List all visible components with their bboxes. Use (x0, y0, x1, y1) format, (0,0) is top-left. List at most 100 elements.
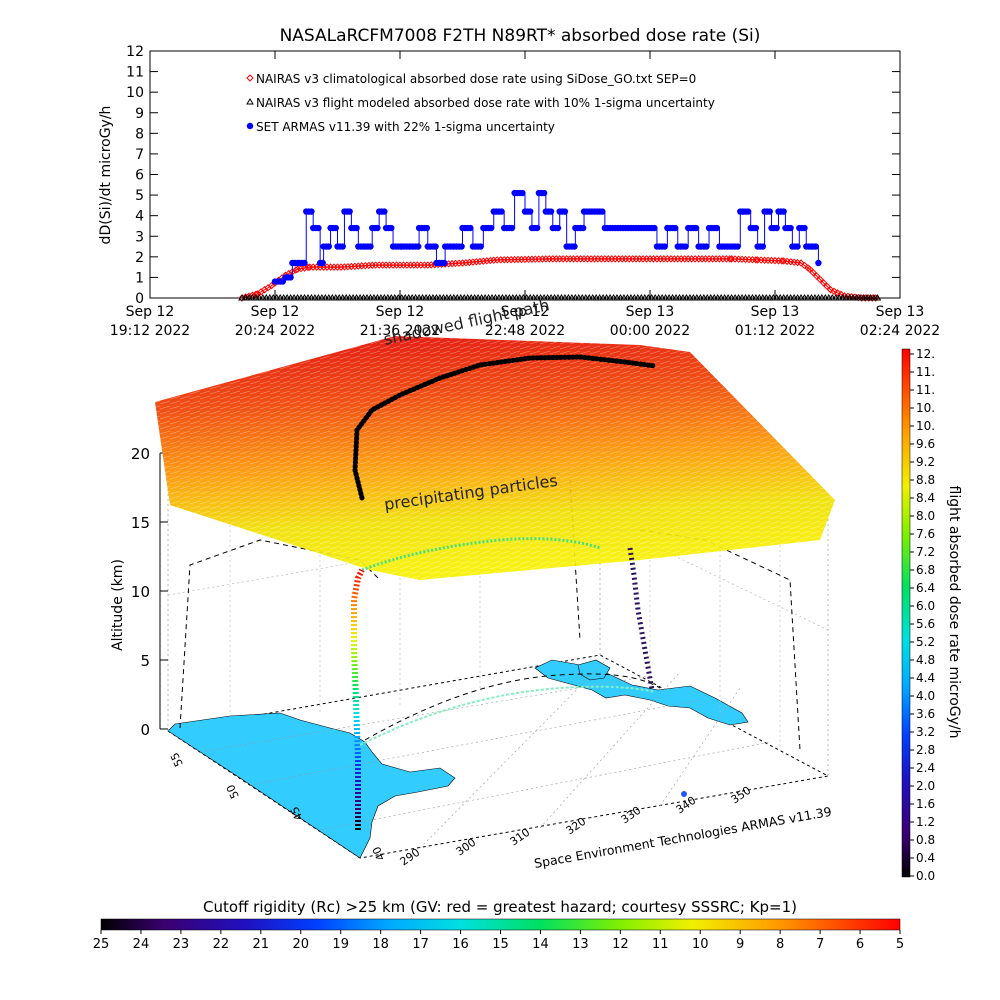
data-point (527, 208, 534, 215)
data-point (319, 259, 326, 267)
colorbar-tick-label: 7 (816, 937, 824, 952)
colorbar-tick-label: 3.2 (916, 725, 935, 739)
colorbar-tick-label: 9 (736, 937, 744, 952)
y-tick-label: 6 (135, 168, 144, 184)
colorbar-tick-label: 21 (253, 937, 270, 952)
data-point (246, 74, 254, 82)
colorbar-tick-label: 22 (213, 937, 230, 952)
data-point (479, 257, 488, 265)
data-point (287, 274, 294, 281)
y-tick-label: 2 (135, 250, 144, 266)
data-point (812, 243, 819, 250)
data-point (325, 243, 333, 250)
data-point (554, 224, 562, 232)
colorbar-tick-label: 4.4 (916, 671, 935, 685)
data-point (448, 259, 456, 268)
colorbar-tick-label: 24 (133, 937, 150, 952)
latitude-tick-label: 40 (370, 844, 388, 862)
data-point (671, 224, 679, 232)
dose-rate-colorbar-label: flight absorbed dose rate microGy/h (946, 486, 962, 739)
data-point (873, 294, 882, 301)
data-point (806, 265, 814, 273)
data-point (441, 259, 448, 267)
data-point (726, 255, 734, 263)
data-point (815, 259, 822, 267)
x-tick-label: 00:00 2022 (610, 323, 690, 339)
data-point (682, 243, 689, 250)
colorbar-tick-label: 6.4 (916, 581, 935, 595)
longitude-tick-label: 300 (454, 836, 479, 859)
colorbar-tick-label: 6 (856, 937, 864, 952)
data-point (540, 189, 548, 197)
data-point (752, 256, 760, 264)
y-tick-label: 11 (126, 65, 144, 81)
y-axis-label: dD(Si)/dt microGy/h (98, 106, 114, 245)
x-tick-label: Sep 12 (376, 304, 425, 320)
colorbar-tick-label: 8.8 (916, 473, 935, 487)
shadowed-flight-path-right-wall (569, 479, 801, 751)
data-point (432, 243, 439, 250)
data-point (780, 208, 787, 215)
x-tick-label: Sep 13 (626, 304, 675, 320)
altitude-axis-label: Altitude (km) (110, 559, 126, 651)
cutoff-rigidity-colorbar (100, 918, 901, 931)
colorbar-tick-label: 1.6 (916, 797, 935, 811)
data-point (304, 263, 312, 272)
data-point (358, 262, 366, 270)
data-point (651, 224, 658, 232)
data-point (816, 275, 824, 284)
y-tick-label: 9 (135, 106, 144, 122)
data-point (533, 224, 541, 232)
x-tick-label: 21:36 2022 (360, 323, 440, 339)
data-point (351, 262, 359, 271)
data-point (823, 282, 831, 291)
data-point (293, 265, 302, 273)
flight-track-projection-top (352, 354, 658, 501)
data-point (427, 261, 435, 269)
data-point (703, 243, 710, 250)
y-tick-label: 12 (126, 44, 144, 60)
data-point (455, 259, 463, 267)
data-point (344, 263, 352, 271)
colorbar-tick-label: 25 (93, 937, 110, 952)
colorbar-tick-label: 5 (896, 937, 904, 952)
legend: NAIRAS v3 climatological absorbed dose r… (246, 72, 715, 134)
chart-title: NASALaRCFM7008 F2TH N89RT* absorbed dose… (280, 26, 761, 46)
data-point (315, 224, 322, 232)
colorbar-tick-label: 23 (173, 937, 190, 952)
data-point (451, 259, 460, 268)
legend-entry: NAIRAS v3 flight modeled absorbed dose r… (256, 96, 715, 110)
latitude-tick-label: 45 (288, 804, 306, 822)
longitude-tick-label: 290 (398, 846, 423, 869)
series-layer (238, 189, 882, 302)
data-point (388, 224, 395, 232)
z-tick-label: 0 (140, 721, 150, 739)
data-point (367, 243, 374, 250)
y-tick-label: 4 (135, 209, 144, 225)
data-point (365, 261, 373, 270)
colorbar-tick-label: 1.2 (916, 815, 935, 829)
data-point (340, 263, 349, 271)
data-point (871, 294, 880, 302)
y-tick-label: 5 (135, 188, 144, 204)
data-point (508, 224, 516, 232)
altitude-axis: 0 5 10 15 20 (131, 445, 168, 739)
x-tick-label: Sep 13 (876, 304, 925, 320)
data-point (766, 208, 773, 215)
y-tick-label: 10 (126, 85, 144, 101)
dose-rate-colorbar (901, 348, 911, 878)
data-point (661, 243, 668, 250)
colorbar-tick-label: 7.6 (916, 527, 935, 541)
colorbar-tick-label: 4.8 (916, 653, 935, 667)
y-tick-label: 7 (135, 147, 144, 163)
data-point (252, 290, 260, 299)
data-point (346, 208, 353, 215)
y-tick-label: 8 (135, 126, 144, 142)
data-point (819, 279, 828, 287)
flight-track-ascent (351, 568, 365, 830)
north-america-landmass (167, 712, 456, 859)
data-point (797, 259, 805, 267)
series-0 (238, 255, 880, 302)
series-2 (271, 189, 822, 285)
